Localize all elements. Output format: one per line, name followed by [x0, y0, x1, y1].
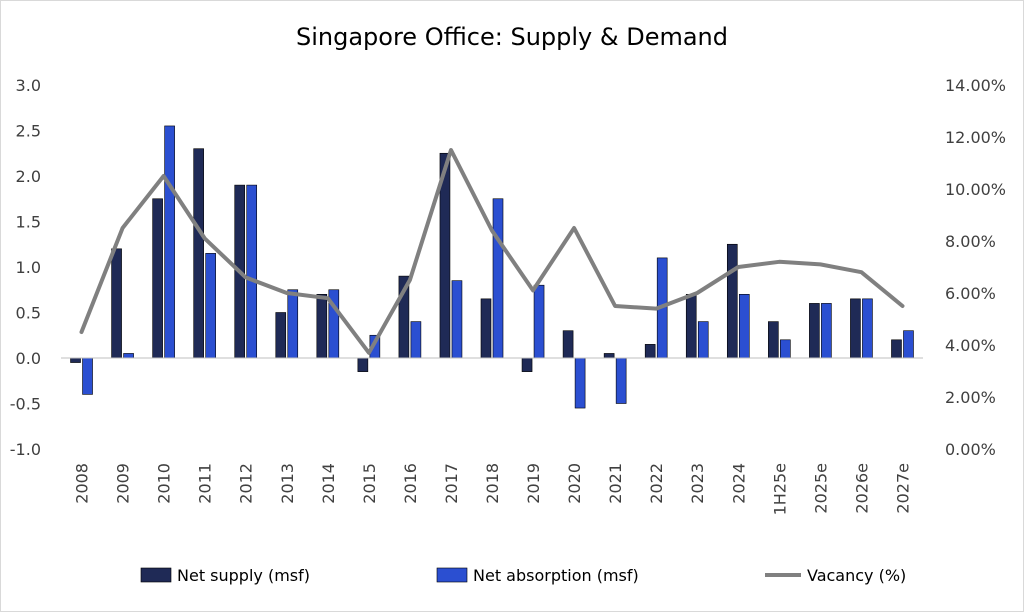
category-label: 2014	[319, 463, 338, 504]
category-label: 2018	[483, 463, 502, 504]
net-absorption-bar	[780, 339, 791, 359]
net-supply-bar	[480, 298, 492, 359]
category-label: 2012	[237, 463, 256, 504]
category-label: 2013	[278, 463, 297, 504]
chart-legend: Net supply (msf) Net absorption (msf) Vaca…	[140, 566, 906, 585]
net-absorption-bar	[451, 280, 463, 359]
left-axis-tick-label: -1.0	[10, 440, 41, 459]
left-axis-ticks: -1.0 -0.5 0.0 0.5 1.0 1.5 2.0 2.5 3.0	[10, 76, 41, 459]
right-axis-ticks: 0.00% 2.00% 4.00% 6.00% 8.00% 10.00% 12.00% 14.…	[945, 76, 1006, 459]
net-supply-bar	[357, 357, 369, 372]
category-label: 2025e	[811, 463, 830, 514]
legend-label: Net supply (msf)	[177, 566, 310, 585]
net-supply-bar	[316, 293, 328, 359]
category-label: 2020	[565, 463, 584, 504]
category-label: 2026e	[852, 463, 871, 514]
right-axis-tick-label: 10.00%	[945, 180, 1006, 199]
net-absorption-bar	[615, 357, 627, 404]
net-supply-bar	[809, 303, 820, 359]
right-axis-tick-label: 12.00%	[945, 128, 1006, 147]
left-axis-tick-label: 0.0	[16, 349, 41, 368]
left-axis-tick-label: 2.5	[16, 122, 41, 141]
category-label: 2027e	[893, 463, 912, 514]
net-supply-bar	[275, 312, 287, 359]
net-supply-bar	[562, 330, 574, 359]
category-label: 2015	[360, 463, 379, 504]
right-axis-tick-label: 6.00%	[945, 284, 996, 303]
net-absorption-bar	[164, 125, 175, 359]
category-label: 2024	[729, 463, 748, 504]
net-supply-bar	[891, 339, 902, 359]
left-axis-tick-label: 2.0	[16, 167, 41, 186]
legend-swatch	[436, 567, 468, 583]
net-supply-bar	[70, 357, 81, 363]
category-label: 2008	[73, 463, 92, 504]
net-absorption-bar	[738, 293, 750, 359]
category-label: 2021	[606, 463, 625, 504]
net-absorption-bar	[123, 353, 134, 359]
category-label: 2016	[401, 463, 420, 504]
vacancy-line-series	[79, 148, 905, 355]
net-absorption-bar	[205, 253, 216, 359]
category-axis-labels: 2008 2009 2010 2011 2012 2013 2014 2015 2016 2017…	[73, 463, 913, 515]
net-supply-bar	[768, 321, 779, 359]
net-absorption-bar	[862, 298, 873, 359]
net-absorption-bar	[492, 198, 504, 359]
left-axis-tick-label: -0.5	[10, 395, 41, 414]
bar-series	[70, 125, 914, 409]
right-axis-tick-label: 4.00%	[945, 336, 996, 355]
net-absorption-bar	[821, 303, 832, 359]
right-axis-tick-label: 0.00%	[945, 440, 996, 459]
left-axis-tick-label: 0.5	[16, 304, 41, 323]
net-supply-bar	[521, 357, 533, 372]
net-supply-bar	[152, 198, 163, 359]
left-axis-tick-label: 3.0	[16, 76, 41, 95]
net-absorption-bar	[410, 321, 422, 359]
net-supply-bar	[644, 344, 656, 359]
left-axis-tick-label: 1.0	[16, 258, 41, 277]
category-label: 2009	[114, 463, 133, 504]
category-label: 2023	[688, 463, 707, 504]
vacancy-line	[79, 148, 905, 355]
chart-title: Singapore Office: Supply & Demand	[296, 23, 728, 51]
category-label: 2022	[647, 463, 666, 504]
right-axis-tick-label: 2.00%	[945, 388, 996, 407]
net-absorption-bar	[246, 184, 258, 359]
category-label: 2010	[155, 463, 174, 504]
category-label: 2019	[524, 463, 543, 504]
category-label: 2011	[196, 463, 215, 504]
right-axis-tick-label: 8.00%	[945, 232, 996, 251]
right-axis-tick-label: 14.00%	[945, 76, 1006, 95]
legend-swatch	[140, 567, 172, 583]
net-absorption-bar	[82, 357, 93, 395]
net-supply-bar	[850, 298, 861, 359]
left-axis-tick-label: 1.5	[16, 213, 41, 232]
net-absorption-bar	[574, 357, 586, 409]
net-supply-bar	[685, 293, 697, 359]
net-supply-bar	[726, 243, 738, 359]
category-label: 2017	[442, 463, 461, 504]
net-supply-bar	[603, 353, 615, 359]
net-supply-bar	[111, 248, 122, 359]
net-absorption-bar	[903, 330, 914, 359]
legend-label: Net absorption (msf)	[473, 566, 639, 585]
net-absorption-bar	[287, 289, 299, 359]
category-label: 1H25e	[770, 463, 789, 515]
net-supply-bar	[193, 148, 204, 359]
legend-label: Vacancy (%)	[807, 566, 906, 585]
net-absorption-bar	[533, 284, 545, 359]
net-absorption-bar	[697, 321, 709, 359]
